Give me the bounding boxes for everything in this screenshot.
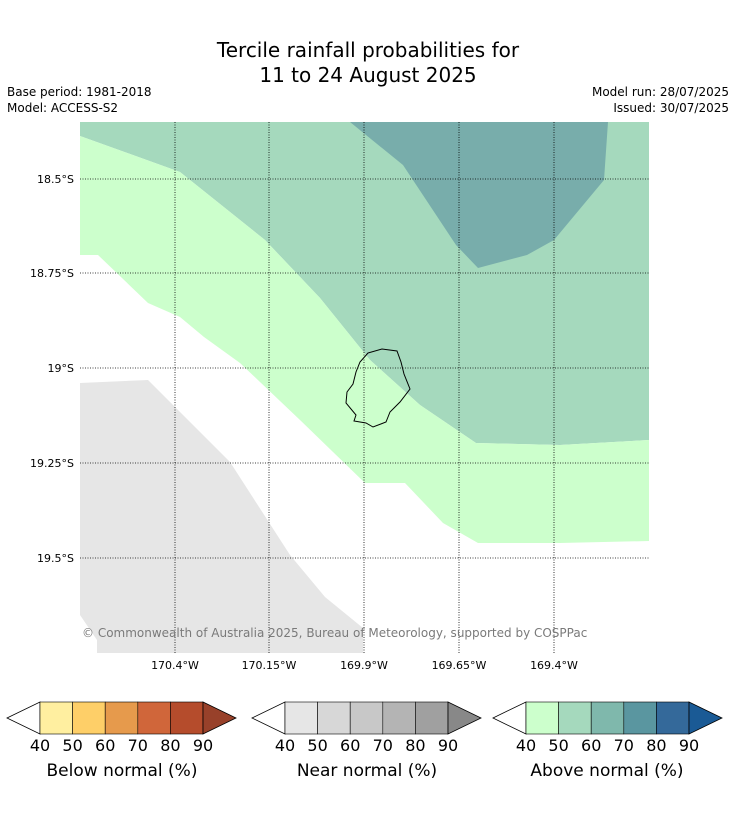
above-color-cell [558, 701, 592, 735]
above-color-cell [656, 701, 690, 735]
near-tick-label: 90 [438, 736, 458, 755]
below-color-cell [72, 701, 106, 735]
above-tick-label: 40 [516, 736, 536, 755]
copyright-text: © Commonwealth of Australia 2025, Bureau… [82, 626, 588, 640]
title-line-1: Tercile rainfall probabilities for [216, 38, 520, 62]
lat-label: 19.5°S [37, 552, 74, 565]
above-tick-label: 90 [679, 736, 699, 755]
lat-label: 18.75°S [30, 267, 74, 280]
model-text: Model: ACCESS-S2 [7, 101, 119, 115]
title-line-2: 11 to 24 August 2025 [259, 63, 477, 87]
meta-right: Model run: 28/07/2025 Issued: 30/07/2025 [592, 84, 729, 116]
lat-label: 18.5°S [37, 173, 74, 186]
base-period-text: Base period: 1981-2018 [7, 85, 152, 99]
near-tick-label: 40 [275, 736, 295, 755]
above-over-arrow [688, 701, 723, 735]
near-color-cell [349, 701, 384, 735]
near-color-cell [284, 701, 318, 735]
graticule [80, 122, 649, 653]
near-normal-label: Near normal (%) [296, 761, 438, 781]
lon-label: 169.9°W [340, 659, 388, 672]
issued-text: Issued: 30/07/2025 [613, 101, 729, 115]
below-normal-label: Below normal (%) [46, 761, 198, 781]
near-40-50-region [80, 380, 363, 653]
near-under-arrow [251, 701, 286, 735]
lat-label: 19.25°S [30, 457, 74, 470]
below-tick-label: 40 [30, 736, 50, 755]
above-colorbar: 40 50 60 70 80 90 [492, 701, 723, 755]
lon-label: 170.15°W [242, 659, 297, 672]
colorbars: 40 50 60 70 80 90 40 50 60 70 80 90 40 50 60 70 80 90 [6, 701, 723, 755]
near-tick-label: 50 [307, 736, 327, 755]
below-color-cell [137, 701, 171, 735]
above-tick-label: 80 [646, 736, 666, 755]
map-area [80, 122, 649, 653]
near-tick-label: 60 [340, 736, 360, 755]
below-tick-label: 90 [193, 736, 213, 755]
below-colorbar: 40 50 60 70 80 90 [6, 701, 237, 755]
below-over-arrow [202, 701, 237, 735]
below-under-arrow [6, 701, 41, 735]
lon-label: 169.65°W [432, 659, 487, 672]
above-tick-label: 70 [614, 736, 634, 755]
near-color-cell [415, 701, 449, 735]
longitude-labels: 170.4°W 170.15°W 169.9°W 169.65°W 169.4°W [151, 659, 578, 672]
latitude-labels: 18.5°S 18.75°S 19°S 19.25°S 19.5°S [30, 173, 74, 565]
near-tick-label: 70 [373, 736, 393, 755]
near-color-cell [382, 701, 416, 735]
near-color-cell [317, 701, 351, 735]
above-60-70-region [350, 122, 608, 268]
near-over-arrow [447, 701, 482, 735]
near-colorbar: 40 50 60 70 80 90 [251, 701, 482, 755]
above-tick-label: 50 [548, 736, 568, 755]
lat-label: 19°S [48, 362, 74, 375]
above-color-cell [623, 701, 657, 735]
below-color-cell [104, 701, 139, 735]
near-tick-label: 80 [405, 736, 425, 755]
model-run-text: Model run: 28/07/2025 [591, 85, 729, 99]
below-tick-label: 80 [160, 736, 180, 755]
map-title: Tercile rainfall probabilities for 11 to… [0, 38, 736, 88]
lon-label: 170.4°W [151, 659, 199, 672]
below-tick-label: 70 [128, 736, 148, 755]
above-color-cell [525, 701, 559, 735]
above-tick-label: 60 [581, 736, 601, 755]
meta-left: Base period: 1981-2018 Model: ACCESS-S2 [7, 84, 152, 116]
above-color-cell [590, 701, 625, 735]
lon-label: 169.4°W [530, 659, 578, 672]
below-tick-label: 50 [62, 736, 82, 755]
below-color-cell [39, 701, 73, 735]
below-tick-label: 60 [95, 736, 115, 755]
above-normal-label: Above normal (%) [530, 761, 684, 781]
island-outline [345, 348, 411, 428]
below-color-cell [170, 701, 204, 735]
above-40-50-region [80, 136, 649, 543]
above-under-arrow [492, 701, 527, 735]
